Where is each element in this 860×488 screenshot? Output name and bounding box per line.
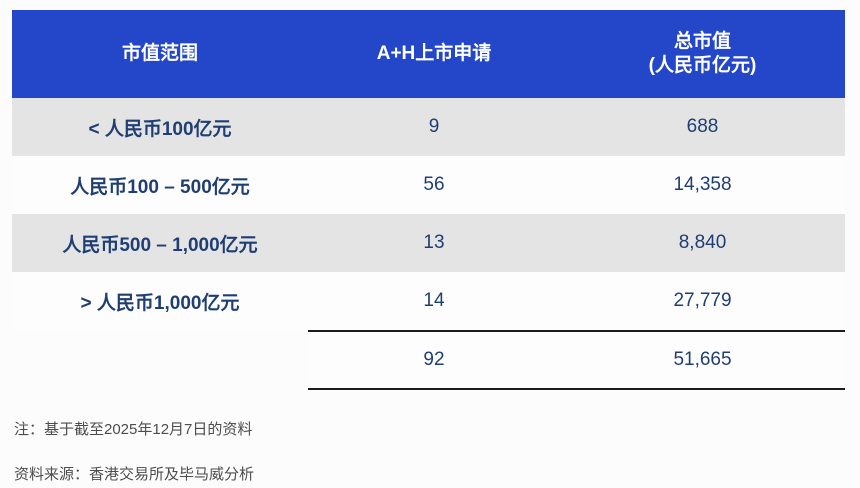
header-total-market-cap-line2: (人民币亿元) [648, 55, 757, 76]
table-row: 人民币100 – 500亿元 56 14,358 [12, 156, 845, 214]
header-market-cap-range-label: 市值范围 [121, 43, 198, 65]
cell-applications: 56 [423, 174, 445, 195]
cell-applications: 9 [428, 116, 440, 137]
footnotes: 注：基于截至2025年12月7日的资料 资料来源：香港交易所及毕马威分析 [14, 418, 254, 488]
table-row: > 人民币1,000亿元 14 27,779 [12, 272, 845, 330]
table-row: < 人民币100亿元 9 688 [12, 98, 845, 156]
header-ah-applications-label: A+H上市申请 [376, 43, 492, 65]
header-total-market-cap-line1: 总市值 [673, 31, 731, 53]
market-cap-table: 市值范围 A+H上市申请 总市值 (人民币亿元) < 人民币100亿元 9 68… [12, 10, 845, 390]
cell-market-cap: 27,779 [673, 290, 732, 311]
footnote-source: 资料来源：香港交易所及毕马威分析 [14, 466, 255, 483]
cell-applications: 14 [423, 290, 445, 311]
cell-applications: 13 [423, 232, 445, 253]
cell-market-cap: 14,358 [673, 174, 732, 195]
cell-market-cap: 8,840 [678, 232, 727, 253]
footnote-date: 注：基于截至2025年12月7日的资料 [14, 421, 253, 438]
cell-range: < 人民币100亿元 [88, 118, 232, 140]
header-total-market-cap: 总市值 (人民币亿元) [560, 10, 845, 98]
table-row: 人民币500 – 1,000亿元 13 8,840 [12, 214, 845, 272]
total-market-cap: 51,665 [673, 349, 732, 370]
cell-range: 人民币500 – 1,000亿元 [62, 234, 258, 256]
table-header-row: 市值范围 A+H上市申请 总市值 (人民币亿元) [12, 10, 845, 98]
header-ah-applications: A+H上市申请 [308, 10, 560, 98]
cell-range: 人民币100 – 500亿元 [70, 176, 250, 198]
cell-market-cap: 688 [686, 116, 719, 137]
total-applications: 92 [423, 349, 445, 370]
cell-range: > 人民币1,000亿元 [80, 292, 240, 314]
table-total-row: 92 51,665 [308, 330, 845, 390]
header-market-cap-range: 市值范围 [12, 10, 308, 98]
